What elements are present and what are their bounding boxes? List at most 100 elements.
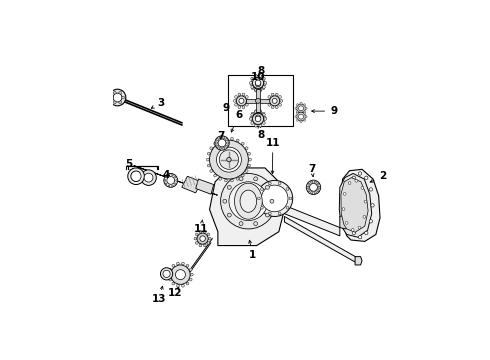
Circle shape — [275, 93, 278, 96]
Circle shape — [253, 112, 263, 122]
Circle shape — [303, 119, 306, 121]
Circle shape — [365, 176, 368, 179]
Circle shape — [311, 192, 313, 194]
Circle shape — [206, 158, 209, 161]
Circle shape — [358, 172, 362, 175]
Circle shape — [163, 270, 170, 278]
Circle shape — [172, 174, 173, 176]
Circle shape — [259, 88, 262, 91]
Circle shape — [264, 117, 267, 120]
Bar — [227, 75, 293, 126]
Circle shape — [300, 121, 302, 123]
Circle shape — [352, 176, 355, 179]
Text: 6: 6 — [235, 110, 242, 120]
Circle shape — [343, 193, 346, 195]
Circle shape — [210, 140, 248, 179]
Circle shape — [122, 96, 124, 99]
Circle shape — [256, 115, 261, 120]
Circle shape — [182, 284, 184, 287]
Circle shape — [229, 182, 268, 221]
Circle shape — [119, 91, 122, 94]
Circle shape — [345, 221, 348, 224]
Circle shape — [361, 186, 364, 189]
Circle shape — [255, 116, 261, 122]
Circle shape — [224, 138, 227, 140]
Circle shape — [200, 236, 205, 242]
Circle shape — [144, 173, 153, 182]
Circle shape — [227, 157, 231, 162]
Circle shape — [227, 185, 231, 189]
Circle shape — [251, 87, 254, 90]
Circle shape — [352, 231, 355, 235]
Circle shape — [207, 152, 210, 155]
Circle shape — [203, 230, 206, 233]
Circle shape — [169, 278, 171, 281]
Circle shape — [254, 111, 257, 113]
Circle shape — [261, 206, 263, 209]
Circle shape — [164, 174, 178, 187]
Circle shape — [289, 197, 292, 200]
Circle shape — [303, 112, 306, 114]
Circle shape — [254, 177, 258, 181]
Circle shape — [251, 120, 254, 123]
Circle shape — [251, 86, 254, 89]
Circle shape — [300, 112, 302, 114]
Circle shape — [262, 112, 265, 115]
Circle shape — [210, 147, 213, 150]
Circle shape — [286, 206, 289, 209]
Circle shape — [254, 75, 257, 77]
Circle shape — [222, 136, 225, 139]
Circle shape — [358, 226, 361, 229]
Circle shape — [263, 77, 265, 80]
Text: 7: 7 — [217, 131, 224, 141]
Text: 12: 12 — [168, 288, 182, 298]
Circle shape — [263, 113, 265, 116]
Polygon shape — [284, 205, 340, 236]
Circle shape — [207, 233, 210, 236]
Circle shape — [342, 208, 345, 211]
Circle shape — [113, 91, 116, 94]
Circle shape — [296, 112, 305, 121]
Circle shape — [109, 89, 126, 106]
Circle shape — [254, 222, 258, 226]
Circle shape — [300, 102, 302, 104]
Circle shape — [262, 79, 265, 82]
Circle shape — [255, 122, 257, 125]
Circle shape — [268, 103, 270, 106]
Circle shape — [189, 268, 192, 271]
Circle shape — [236, 139, 239, 142]
Circle shape — [250, 83, 253, 86]
Circle shape — [254, 124, 257, 127]
Ellipse shape — [235, 183, 262, 219]
Circle shape — [186, 282, 189, 285]
Text: 2: 2 — [379, 171, 387, 181]
Circle shape — [113, 101, 116, 104]
Circle shape — [196, 242, 198, 244]
Polygon shape — [182, 176, 201, 193]
Circle shape — [172, 185, 173, 187]
Circle shape — [270, 199, 274, 203]
Circle shape — [255, 110, 257, 113]
Circle shape — [318, 186, 320, 188]
Circle shape — [266, 213, 270, 217]
Circle shape — [250, 116, 253, 119]
Circle shape — [268, 95, 270, 98]
Circle shape — [300, 111, 302, 113]
Circle shape — [271, 93, 274, 96]
Circle shape — [314, 181, 317, 183]
Polygon shape — [210, 168, 284, 246]
Circle shape — [256, 82, 261, 87]
Circle shape — [174, 183, 176, 185]
Circle shape — [252, 77, 264, 89]
Circle shape — [346, 204, 349, 207]
Circle shape — [263, 86, 265, 89]
Circle shape — [248, 164, 250, 167]
Circle shape — [251, 77, 254, 80]
Text: 13: 13 — [152, 294, 166, 304]
Circle shape — [219, 139, 221, 142]
Circle shape — [270, 96, 280, 106]
Circle shape — [207, 242, 210, 244]
Circle shape — [254, 88, 257, 91]
Circle shape — [255, 80, 261, 86]
Circle shape — [237, 96, 246, 106]
